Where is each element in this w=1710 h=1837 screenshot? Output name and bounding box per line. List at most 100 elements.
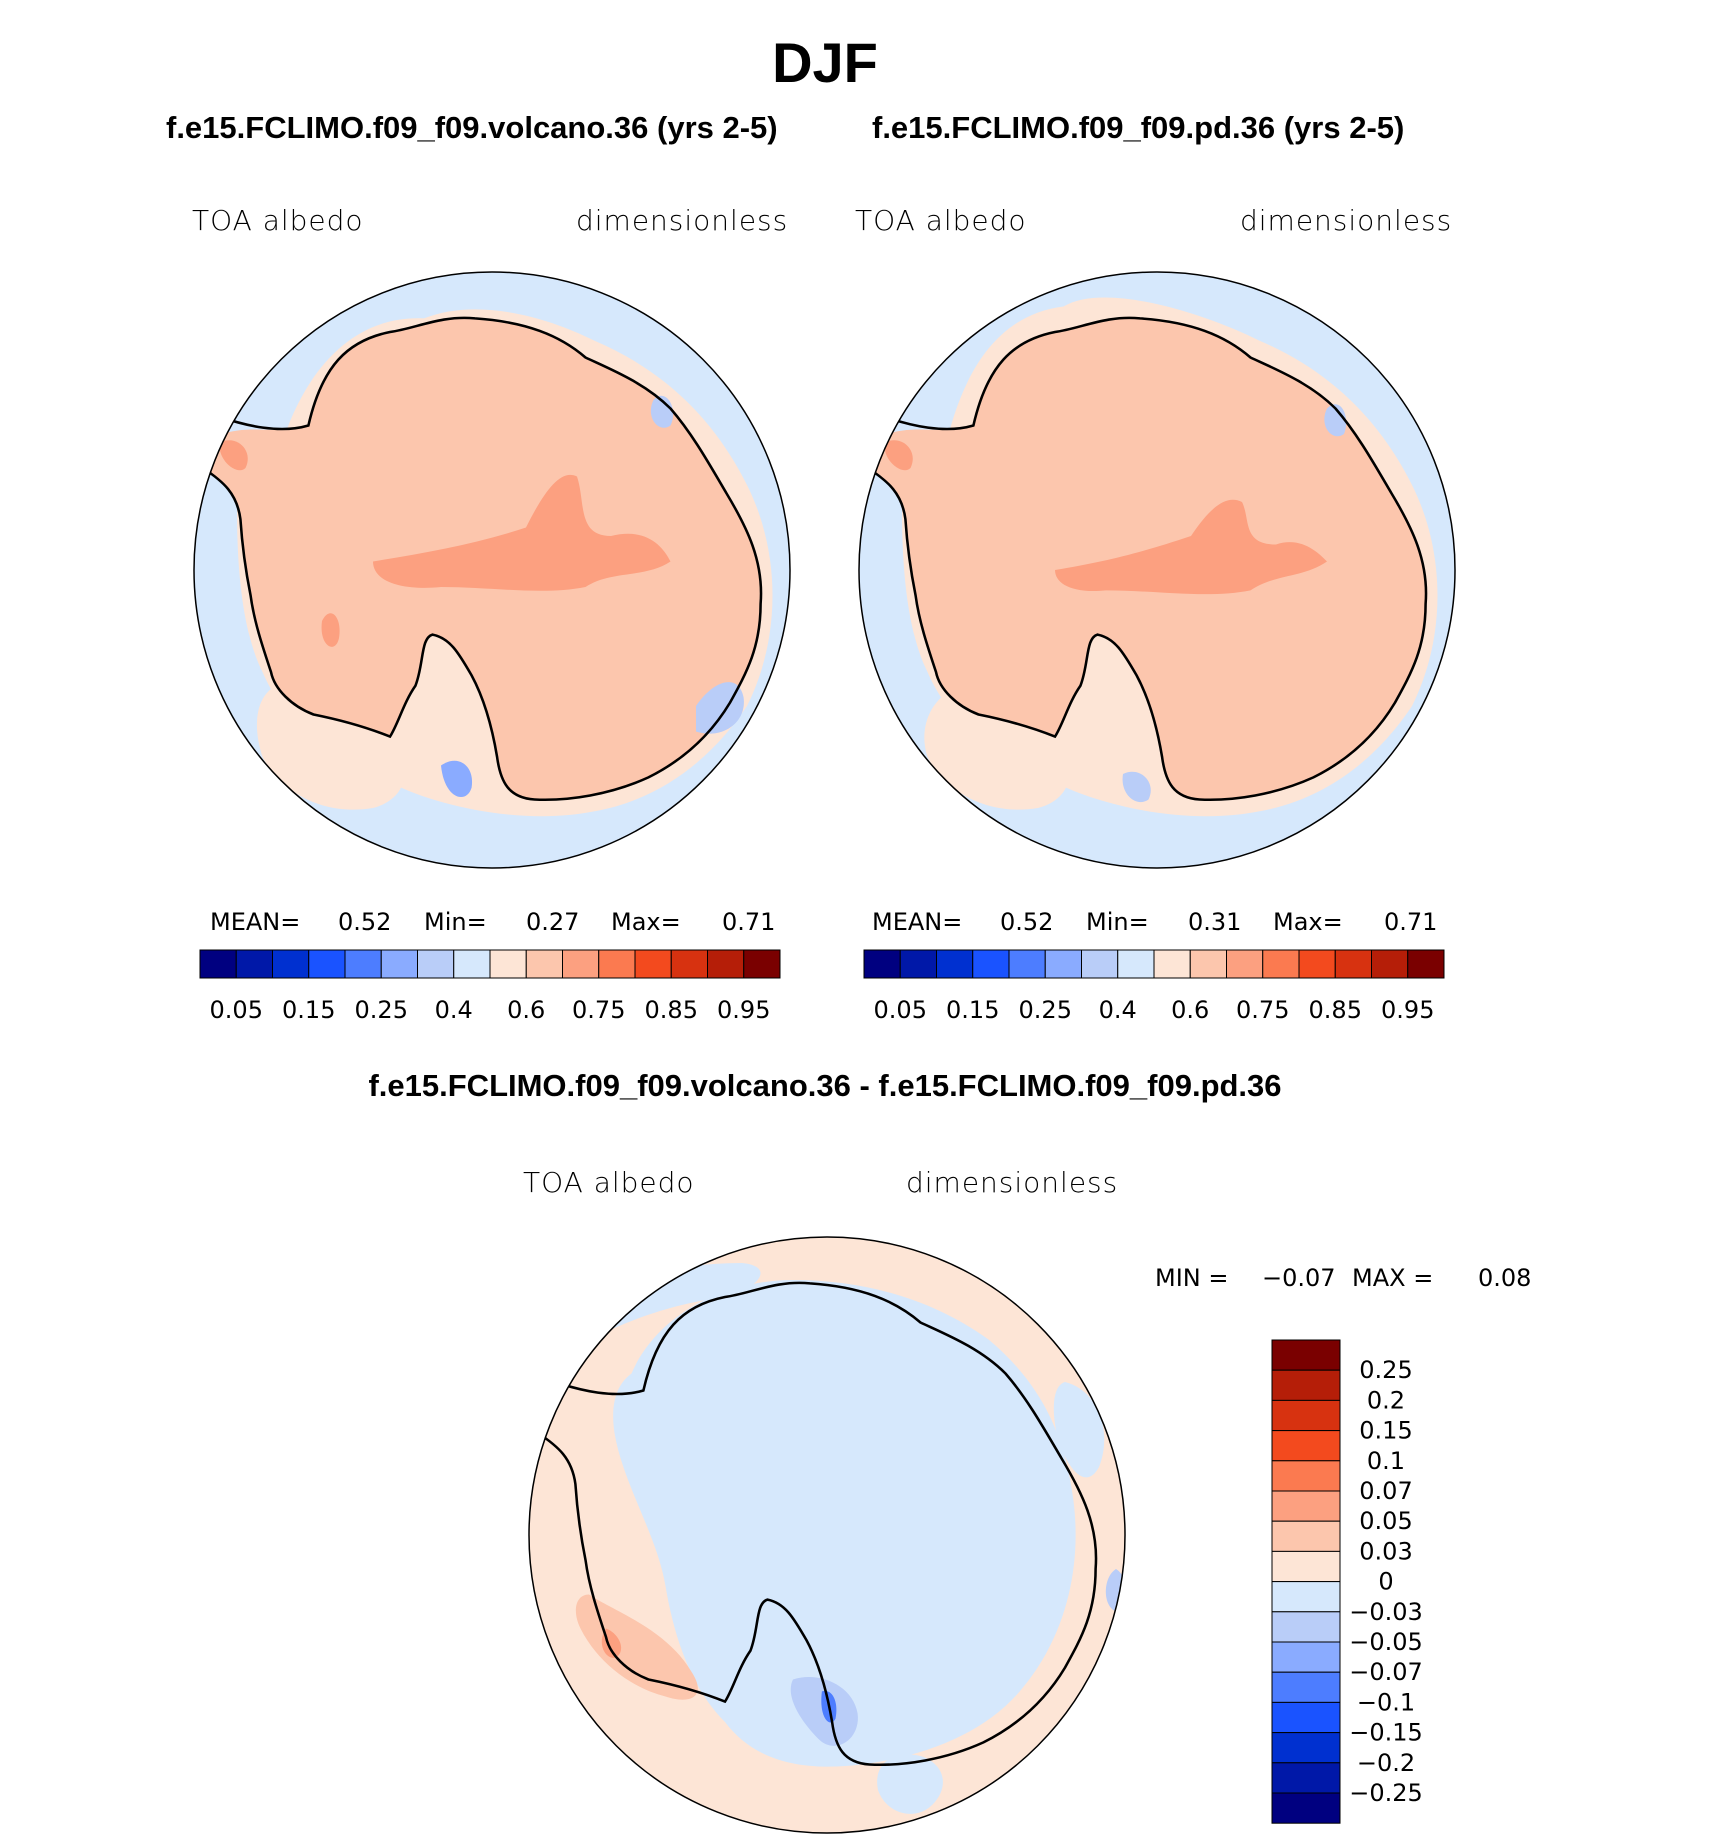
colorbar-box (1271, 1339, 1341, 1371)
colorbar-box (972, 949, 1010, 979)
left-mean-value: 0.52 (338, 908, 392, 936)
colorbar-box (1271, 1762, 1341, 1794)
colorbar-box (1189, 949, 1227, 979)
right-case-title: f.e15.FCLIMO.f09_f09.pd.36 (yrs 2-5) (872, 110, 1405, 145)
colorbar-box (1271, 1701, 1341, 1734)
right-variable-label: TOA albedo (855, 204, 1027, 237)
colorbar-tick-label: −0.03 (1349, 1598, 1423, 1626)
colorbar-box (743, 949, 781, 979)
colorbar-box (1298, 949, 1336, 979)
colorbar-tick-label: 0.25 (355, 996, 408, 1024)
right-max-value: 0.71 (1384, 908, 1438, 936)
colorbar-tick-label: −0.05 (1349, 1628, 1423, 1656)
colorbar-tick-label: 0.95 (1381, 996, 1434, 1024)
colorbar-box (1271, 1792, 1341, 1824)
left-units-label: dimensionless (576, 204, 789, 237)
colorbar-box (1271, 1460, 1341, 1492)
colorbar-tick-label: 0.03 (1359, 1537, 1412, 1565)
colorbar-box (1153, 949, 1191, 979)
colorbar-tick-label: 0.07 (1359, 1477, 1412, 1505)
right-map (859, 272, 1455, 868)
colorbar-tick-label: −0.25 (1349, 1779, 1423, 1807)
colorbar-tick-label: 0.95 (717, 996, 770, 1024)
colorbar-box (1271, 1369, 1341, 1401)
colorbar-box (199, 949, 237, 979)
left-colorbar: 0.05 0.15 0.25 0.4 0.6 0.75 0.85 0.95 (199, 949, 781, 1024)
colorbar-box (1008, 949, 1046, 979)
colorbar-tick-label: 0.25 (1019, 996, 1072, 1024)
colorbar-tick-label: 0.15 (946, 996, 999, 1024)
colorbar-box (1271, 1399, 1341, 1432)
left-max-value: 0.71 (722, 908, 776, 936)
colorbar-tick-label: 0.2 (1367, 1386, 1405, 1414)
right-max-label: Max= (1273, 908, 1343, 936)
colorbar-tick-label: 0.1 (1367, 1447, 1405, 1475)
colorbar-tick-label: 0.85 (1309, 996, 1362, 1024)
colorbar-box (308, 949, 346, 979)
colorbar-box (489, 949, 527, 979)
colorbar-tick-label: −0.1 (1357, 1688, 1415, 1716)
right-min-value: 0.31 (1188, 908, 1242, 936)
colorbar-box (1081, 949, 1119, 979)
diff-max-label: MAX = (1352, 1264, 1434, 1292)
colorbar-box (380, 949, 418, 979)
colorbar-tick-label: 0.15 (282, 996, 335, 1024)
colorbar-box (1044, 949, 1082, 979)
difference-map-border (528, 1236, 1126, 1834)
right-units-label: dimensionless (1240, 204, 1453, 237)
diff-units-label: dimensionless (906, 1166, 1119, 1199)
right-min-label: Min= (1086, 908, 1149, 936)
colorbar-tick-label: 0.75 (1236, 996, 1289, 1024)
colorbar-tick-label: 0.6 (507, 996, 545, 1024)
colorbar-box (1117, 949, 1155, 979)
left-mean-label: MEAN= (210, 908, 301, 936)
colorbar-box (670, 949, 708, 979)
difference-map (529, 1237, 1125, 1833)
colorbar-box (562, 949, 600, 979)
colorbar-box (598, 949, 636, 979)
diff-max-value: 0.08 (1478, 1264, 1532, 1292)
colorbar-box (344, 949, 382, 979)
right-mean-label: MEAN= (872, 908, 963, 936)
colorbar-box (936, 949, 974, 979)
colorbar-box (1226, 949, 1264, 979)
colorbar-box (634, 949, 672, 979)
colorbar-box (1271, 1550, 1341, 1583)
colorbar-tick-label: 0.15 (1359, 1417, 1412, 1445)
right-map-border (858, 271, 1456, 869)
colorbar-box (1271, 1611, 1341, 1643)
colorbar-box (1271, 1641, 1341, 1673)
colorbar-tick-label: 0.4 (1099, 996, 1137, 1024)
figure-title: DJF (772, 31, 878, 94)
colorbar-box (1262, 949, 1300, 979)
colorbar-box (707, 949, 745, 979)
diff-min-label: MIN = (1155, 1264, 1229, 1292)
colorbar-box (417, 949, 455, 979)
left-map (194, 272, 790, 868)
left-variable-label: TOA albedo (192, 204, 364, 237)
colorbar-box (863, 949, 901, 979)
colorbar-tick-label: 0.4 (435, 996, 473, 1024)
colorbar-box (1371, 949, 1409, 979)
colorbar-box (1271, 1581, 1341, 1613)
colorbar-tick-label: 0.05 (874, 996, 927, 1024)
colorbar-box (899, 949, 937, 979)
diff-variable-label: TOA albedo (523, 1166, 695, 1199)
colorbar-box (525, 949, 563, 979)
colorbar-box (1271, 1671, 1341, 1703)
colorbar-tick-label: 0.75 (572, 996, 625, 1024)
colorbar-box (1271, 1490, 1341, 1522)
left-min-label: Min= (424, 908, 487, 936)
right-mean-value: 0.52 (1000, 908, 1054, 936)
colorbar-box (1271, 1520, 1341, 1552)
difference-colorbar: 0.250.20.150.10.070.050.030−0.03−0.05−0.… (1271, 1339, 1423, 1824)
colorbar-tick-label: −0.15 (1349, 1719, 1423, 1747)
left-case-title: f.e15.FCLIMO.f09_f09.volcano.36 (yrs 2-5… (166, 110, 778, 145)
colorbar-tick-label: −0.2 (1357, 1749, 1415, 1777)
left-max-label: Max= (611, 908, 681, 936)
colorbar-box (235, 949, 273, 979)
colorbar-box (1271, 1732, 1341, 1764)
colorbar-tick-label: 0.85 (645, 996, 698, 1024)
colorbar-box (1407, 949, 1445, 979)
